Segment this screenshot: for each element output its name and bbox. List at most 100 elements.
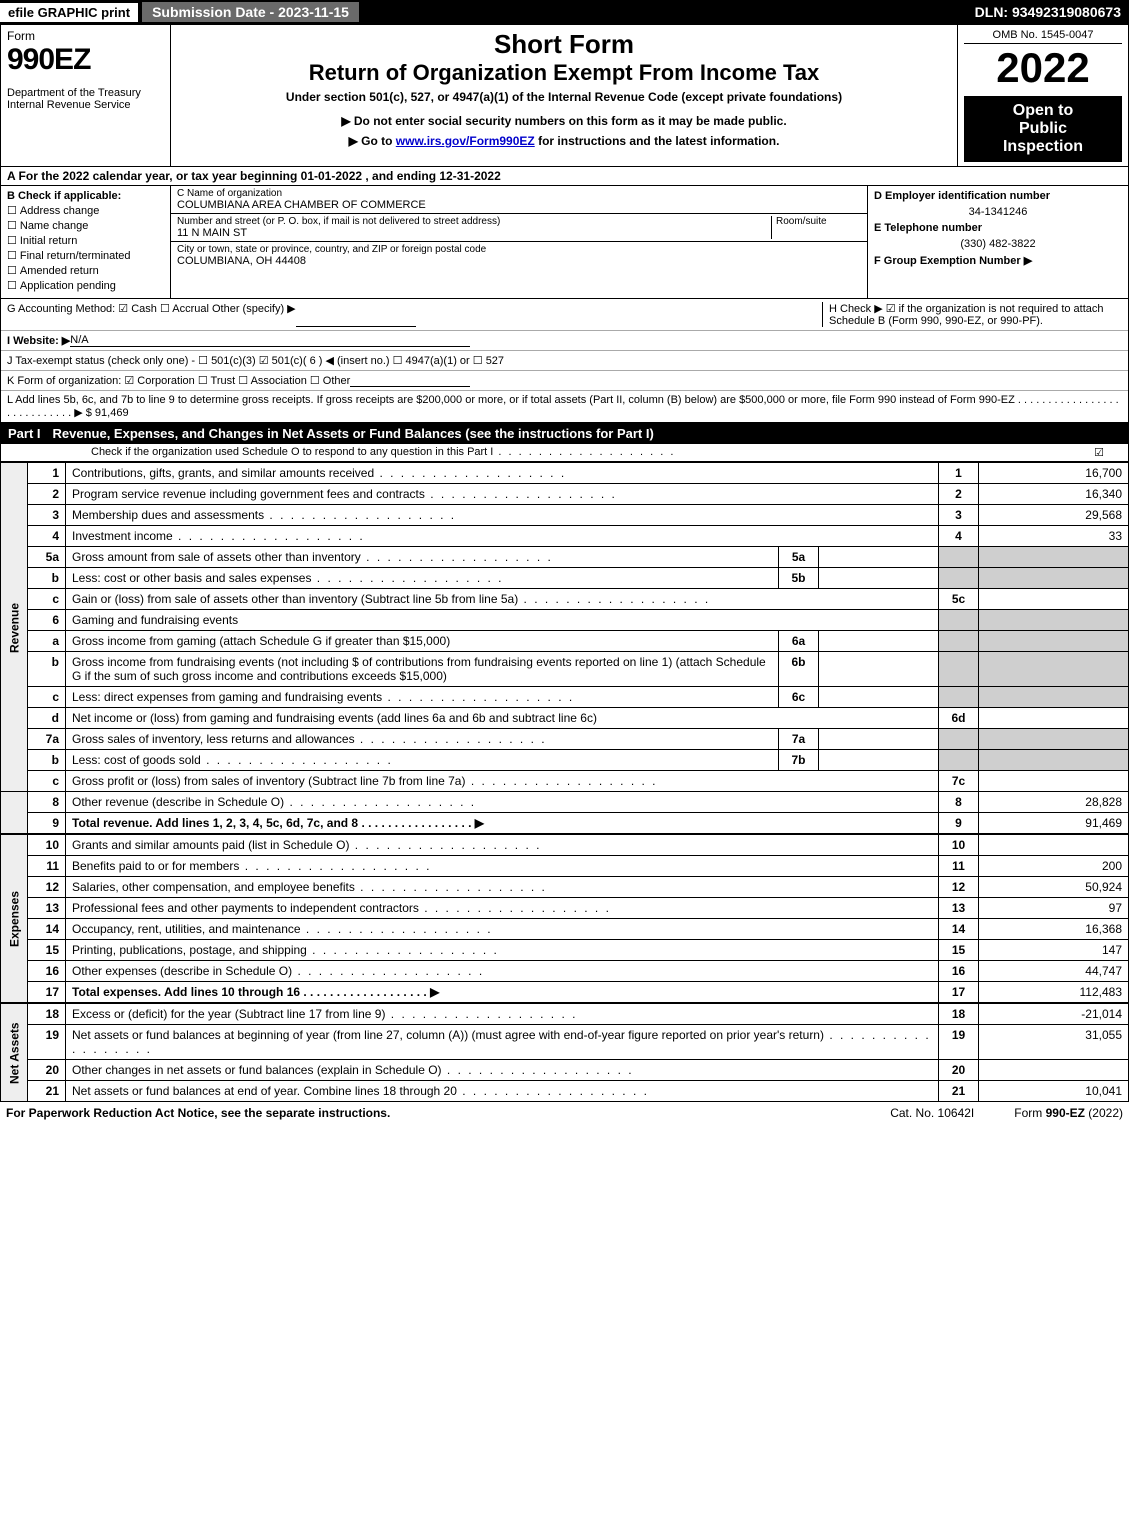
l6c-innerval bbox=[819, 687, 939, 708]
ein-value: 34-1341246 bbox=[874, 206, 1122, 218]
title-short-form: Short Form bbox=[177, 29, 951, 60]
l5b-no: b bbox=[28, 568, 66, 589]
part1-check[interactable]: ☑ bbox=[1090, 446, 1108, 459]
l6b-greynum bbox=[939, 652, 979, 687]
revenue-table: Revenue 1 Contributions, gifts, grants, … bbox=[0, 462, 1129, 834]
room-label: Room/suite bbox=[776, 216, 861, 227]
chk-application-pending[interactable]: Application pending bbox=[7, 279, 164, 292]
l15-num: 15 bbox=[939, 940, 979, 961]
l7a-greyval bbox=[979, 729, 1129, 750]
header-center: Short Form Return of Organization Exempt… bbox=[171, 25, 958, 166]
meta-rows: G Accounting Method: ☑ Cash ☐ Accrual Ot… bbox=[0, 299, 1129, 423]
row-l: L Add lines 5b, 6c, and 7b to line 9 to … bbox=[7, 394, 1122, 419]
g-other-input[interactable] bbox=[296, 302, 416, 327]
section-b: B Check if applicable: Address change Na… bbox=[1, 186, 171, 298]
l6b-no: b bbox=[28, 652, 66, 687]
l18-num: 18 bbox=[939, 1004, 979, 1025]
org-name-value: COLUMBIANA AREA CHAMBER OF COMMERCE bbox=[177, 199, 861, 211]
l10-desc: Grants and similar amounts paid (list in… bbox=[66, 835, 939, 856]
org-name-label: C Name of organization bbox=[177, 188, 861, 199]
l21-no: 21 bbox=[28, 1081, 66, 1102]
l6a-greynum bbox=[939, 631, 979, 652]
l6-no: 6 bbox=[28, 610, 66, 631]
l4-val: 33 bbox=[979, 526, 1129, 547]
l16-val: 44,747 bbox=[979, 961, 1129, 982]
form-label: Form bbox=[7, 29, 164, 43]
l11-val: 200 bbox=[979, 856, 1129, 877]
l2-num: 2 bbox=[939, 484, 979, 505]
l6c-inner: 6c bbox=[779, 687, 819, 708]
l6a-no: a bbox=[28, 631, 66, 652]
row-j: J Tax-exempt status (check only one) - ☐… bbox=[7, 354, 504, 367]
l15-no: 15 bbox=[28, 940, 66, 961]
l6b-innerval bbox=[819, 652, 939, 687]
inspect-3: Inspection bbox=[970, 138, 1116, 156]
l1-desc: Contributions, gifts, grants, and simila… bbox=[66, 463, 939, 484]
form-number: 990EZ bbox=[7, 43, 164, 77]
l17-num: 17 bbox=[939, 982, 979, 1003]
b-title: B Check if applicable: bbox=[7, 190, 164, 202]
l6d-val bbox=[979, 708, 1129, 729]
l7b-inner: 7b bbox=[779, 750, 819, 771]
l6a-innerval bbox=[819, 631, 939, 652]
l7a-desc: Gross sales of inventory, less returns a… bbox=[66, 729, 779, 750]
l16-num: 16 bbox=[939, 961, 979, 982]
l7b-greynum bbox=[939, 750, 979, 771]
l16-no: 16 bbox=[28, 961, 66, 982]
l1-no: 1 bbox=[28, 463, 66, 484]
l6c-no: c bbox=[28, 687, 66, 708]
side-expenses: Expenses bbox=[1, 835, 28, 1003]
l8-no: 8 bbox=[28, 792, 66, 813]
footer-catno: Cat. No. 10642I bbox=[890, 1106, 974, 1120]
chk-amended-return[interactable]: Amended return bbox=[7, 264, 164, 277]
k-other-input[interactable] bbox=[350, 374, 470, 387]
l6-desc: Gaming and fundraising events bbox=[66, 610, 939, 631]
note-ssn: ▶ Do not enter social security numbers o… bbox=[177, 114, 951, 128]
section-def: D Employer identification number 34-1341… bbox=[868, 186, 1128, 298]
l4-desc: Investment income bbox=[66, 526, 939, 547]
l6b-inner: 6b bbox=[779, 652, 819, 687]
l14-val: 16,368 bbox=[979, 919, 1129, 940]
efile-label[interactable]: efile GRAPHIC print bbox=[0, 3, 138, 22]
l4-no: 4 bbox=[28, 526, 66, 547]
l6c-greyval bbox=[979, 687, 1129, 708]
l7b-no: b bbox=[28, 750, 66, 771]
chk-address-change[interactable]: Address change bbox=[7, 204, 164, 217]
chk-final-return[interactable]: Final return/terminated bbox=[7, 249, 164, 262]
l2-val: 16,340 bbox=[979, 484, 1129, 505]
l16-desc: Other expenses (describe in Schedule O) bbox=[66, 961, 939, 982]
l18-no: 18 bbox=[28, 1004, 66, 1025]
l20-val bbox=[979, 1060, 1129, 1081]
l7b-desc: Less: cost of goods sold bbox=[66, 750, 779, 771]
group-exemption-label: F Group Exemption Number ▶ bbox=[874, 255, 1032, 267]
side-netassets: Net Assets bbox=[1, 1004, 28, 1102]
l12-val: 50,924 bbox=[979, 877, 1129, 898]
inspection-badge: Open to Public Inspection bbox=[964, 96, 1122, 162]
l17-no: 17 bbox=[28, 982, 66, 1003]
l14-no: 14 bbox=[28, 919, 66, 940]
part1-sub-text: Check if the organization used Schedule … bbox=[91, 446, 675, 459]
l18-desc: Excess or (deficit) for the year (Subtra… bbox=[66, 1004, 939, 1025]
l7a-greynum bbox=[939, 729, 979, 750]
section-c: C Name of organization COLUMBIANA AREA C… bbox=[171, 186, 868, 298]
l7b-innerval bbox=[819, 750, 939, 771]
l14-num: 14 bbox=[939, 919, 979, 940]
l13-no: 13 bbox=[28, 898, 66, 919]
l15-val: 147 bbox=[979, 940, 1129, 961]
l11-desc: Benefits paid to or for members bbox=[66, 856, 939, 877]
l1-num: 1 bbox=[939, 463, 979, 484]
row-k: K Form of organization: ☑ Corporation ☐ … bbox=[7, 374, 350, 387]
page-footer: For Paperwork Reduction Act Notice, see … bbox=[0, 1102, 1129, 1124]
l3-num: 3 bbox=[939, 505, 979, 526]
l5a-greyval bbox=[979, 547, 1129, 568]
l5a-greynum bbox=[939, 547, 979, 568]
l7c-num: 7c bbox=[939, 771, 979, 792]
l21-desc: Net assets or fund balances at end of ye… bbox=[66, 1081, 939, 1102]
irs-link[interactable]: www.irs.gov/Form990EZ bbox=[396, 134, 535, 148]
tel-value: (330) 482-3822 bbox=[874, 238, 1122, 250]
chk-initial-return[interactable]: Initial return bbox=[7, 234, 164, 247]
chk-name-change[interactable]: Name change bbox=[7, 219, 164, 232]
side-revenue-cont bbox=[1, 792, 28, 834]
l19-no: 19 bbox=[28, 1025, 66, 1060]
l6d-desc: Net income or (loss) from gaming and fun… bbox=[66, 708, 939, 729]
